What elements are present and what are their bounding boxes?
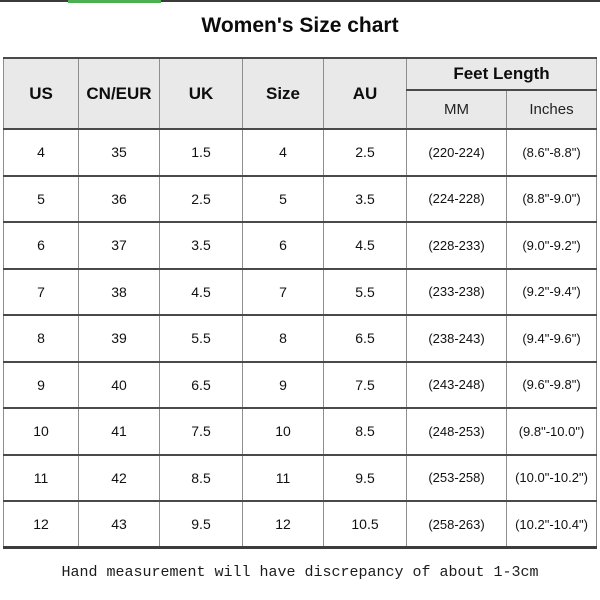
table-cell: 7 bbox=[3, 267, 79, 316]
column-header-au: AU bbox=[323, 57, 407, 130]
table-body: 4 35 1.5 4 2.5 (220-224) (8.6"-8.8") 5 36 2.5 5 3.5… bbox=[3, 128, 597, 549]
table-cell: 5.5 bbox=[323, 267, 407, 316]
table-cell: (220-224) bbox=[406, 128, 507, 177]
table-cell: 1.5 bbox=[159, 128, 243, 177]
table-cell: 9.5 bbox=[159, 500, 243, 549]
table-cell: (243-248) bbox=[406, 360, 507, 409]
table-cell: 4 bbox=[242, 128, 324, 177]
table-cell: 3.5 bbox=[159, 221, 243, 270]
table-cell: (9.0"-9.2") bbox=[506, 221, 597, 270]
table-cell: 6.5 bbox=[323, 314, 407, 363]
table-cell: (253-258) bbox=[406, 453, 507, 502]
table-cell: (233-238) bbox=[406, 267, 507, 316]
table-cell: 37 bbox=[78, 221, 160, 270]
table-cell: 7.5 bbox=[323, 360, 407, 409]
table-cell: 2.5 bbox=[159, 174, 243, 223]
table-row: 6 37 3.5 6 4.5 (228-233) (9.0"-9.2") bbox=[3, 221, 597, 270]
table-cell: 3.5 bbox=[323, 174, 407, 223]
table-cell: 5 bbox=[242, 174, 324, 223]
table-row: 5 36 2.5 5 3.5 (224-228) (8.8"-9.0") bbox=[3, 174, 597, 223]
size-chart-table: US CN/EUR UK Size AU Feet Length MM Inch… bbox=[3, 57, 597, 549]
table-cell: (228-233) bbox=[406, 221, 507, 270]
table-cell: 8.5 bbox=[323, 407, 407, 456]
table-row: 9 40 6.5 9 7.5 (243-248) (9.6"-9.8") bbox=[3, 360, 597, 409]
table-cell: 10.5 bbox=[323, 500, 407, 549]
table-cell: 41 bbox=[78, 407, 160, 456]
footer-note: Hand measurement will have discrepancy o… bbox=[61, 564, 539, 581]
table-cell: (9.2"-9.4") bbox=[506, 267, 597, 316]
table-cell: 9 bbox=[3, 360, 79, 409]
table-cell: 12 bbox=[242, 500, 324, 549]
table-cell: (9.4"-9.6") bbox=[506, 314, 597, 363]
table-cell: (224-228) bbox=[406, 174, 507, 223]
table-cell: 39 bbox=[78, 314, 160, 363]
table-row: 4 35 1.5 4 2.5 (220-224) (8.6"-8.8") bbox=[3, 128, 597, 177]
table-header: US CN/EUR UK Size AU Feet Length MM Inch… bbox=[3, 57, 597, 130]
column-header-feet-length: Feet Length bbox=[406, 57, 597, 91]
table-cell: 10 bbox=[3, 407, 79, 456]
table-cell: (238-243) bbox=[406, 314, 507, 363]
green-accent-bar bbox=[68, 0, 161, 3]
column-header-us: US bbox=[3, 57, 79, 130]
table-cell: 2.5 bbox=[323, 128, 407, 177]
header-row-sub: MM Inches bbox=[4, 89, 597, 130]
table-cell: 8 bbox=[242, 314, 324, 363]
table-cell: 11 bbox=[3, 453, 79, 502]
table-cell: 8.5 bbox=[159, 453, 243, 502]
table-cell: (248-253) bbox=[406, 407, 507, 456]
table-cell: 8 bbox=[3, 314, 79, 363]
table-cell: 4.5 bbox=[323, 221, 407, 270]
table-cell: 5 bbox=[3, 174, 79, 223]
table-cell: (258-263) bbox=[406, 500, 507, 549]
table-cell: 6 bbox=[3, 221, 79, 270]
table-cell: 4.5 bbox=[159, 267, 243, 316]
table-cell: 43 bbox=[78, 500, 160, 549]
table-cell: (10.2"-10.4") bbox=[506, 500, 597, 549]
table-cell: (9.8"-10.0") bbox=[506, 407, 597, 456]
header-row-main: US CN/EUR UK Size AU Feet Length bbox=[3, 57, 597, 130]
table-cell: (8.8"-9.0") bbox=[506, 174, 597, 223]
table-cell: 35 bbox=[78, 128, 160, 177]
table-cell: 38 bbox=[78, 267, 160, 316]
table-row: 7 38 4.5 7 5.5 (233-238) (9.2"-9.4") bbox=[3, 267, 597, 316]
column-header-size: Size bbox=[242, 57, 324, 130]
table-row: 11 42 8.5 11 9.5 (253-258) (10.0"-10.2") bbox=[3, 453, 597, 502]
table-cell: 12 bbox=[3, 500, 79, 549]
table-cell: 6 bbox=[242, 221, 324, 270]
table-cell: 42 bbox=[78, 453, 160, 502]
top-border-line bbox=[0, 0, 600, 3]
table-cell: (10.0"-10.2") bbox=[506, 453, 597, 502]
table-cell: (8.6"-8.8") bbox=[506, 128, 597, 177]
table-cell: 40 bbox=[78, 360, 160, 409]
column-header-uk: UK bbox=[159, 57, 243, 130]
column-header-cn-eur: CN/EUR bbox=[78, 57, 160, 130]
table-cell: 6.5 bbox=[159, 360, 243, 409]
table-cell: 11 bbox=[242, 453, 324, 502]
table-row: 10 41 7.5 10 8.5 (248-253) (9.8"-10.0") bbox=[3, 407, 597, 456]
page-title: Women's Size chart bbox=[201, 14, 399, 37]
table-cell: 4 bbox=[3, 128, 79, 177]
table-cell: 36 bbox=[78, 174, 160, 223]
table-cell: 7 bbox=[242, 267, 324, 316]
column-header-inches: Inches bbox=[506, 89, 597, 130]
table-cell: 10 bbox=[242, 407, 324, 456]
table-cell: 9 bbox=[242, 360, 324, 409]
table-row: 8 39 5.5 8 6.5 (238-243) (9.4"-9.6") bbox=[3, 314, 597, 363]
table-cell: 9.5 bbox=[323, 453, 407, 502]
column-header-mm: MM bbox=[406, 89, 507, 130]
table-cell: 7.5 bbox=[159, 407, 243, 456]
table-row: 12 43 9.5 12 10.5 (258-263) (10.2"-10.4") bbox=[3, 500, 597, 549]
table-cell: 5.5 bbox=[159, 314, 243, 363]
table-cell: (9.6"-9.8") bbox=[506, 360, 597, 409]
